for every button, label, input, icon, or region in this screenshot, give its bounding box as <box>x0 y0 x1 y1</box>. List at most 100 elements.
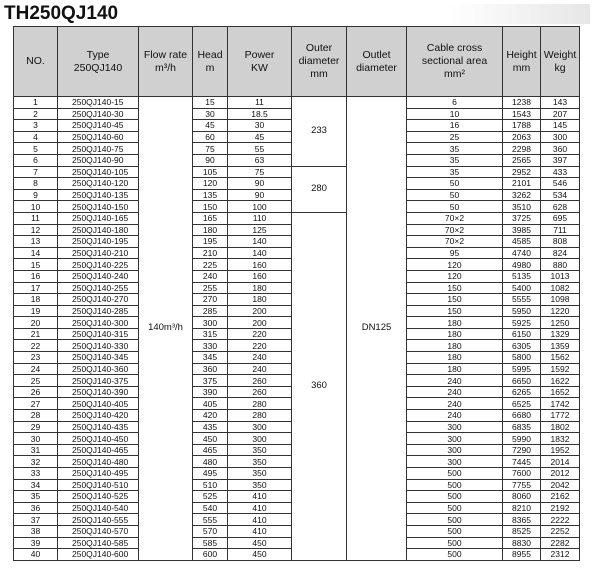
cell-power: 45 <box>227 130 292 144</box>
cell-head: 360 <box>192 362 228 376</box>
cell-height: 6305 <box>502 339 541 353</box>
cell-power: 30 <box>227 119 292 132</box>
cell-outer-diameter: 233 <box>291 96 347 167</box>
cell-weight: 2252 <box>540 524 580 538</box>
cell-head: 555 <box>192 513 228 526</box>
cell-type: 250QJ140-195 <box>57 235 139 248</box>
cell-weight: 433 <box>540 165 580 179</box>
cell-no: 19 <box>13 304 58 318</box>
table-row: 13 250QJ140-195 195 140 70×2 4585 808 <box>13 235 580 248</box>
cell-head: 60 <box>192 130 228 144</box>
table-row: 6 250QJ140-90 90 63 35 2565 397 <box>13 153 580 167</box>
table-row: 24 250QJ140-360 360 240 180 5995 1592 <box>13 362 580 376</box>
cell-height: 5950 <box>502 304 541 318</box>
cell-type: 250QJ140-120 <box>57 177 139 190</box>
cell-weight: 143 <box>540 96 580 109</box>
cell-no: 38 <box>13 524 58 538</box>
cell-head: 240 <box>192 269 228 283</box>
cell-flow-rate: 140m³/h <box>138 96 193 561</box>
cell-weight: 300 <box>540 130 580 144</box>
cell-cable: 300 <box>406 443 503 457</box>
cell-cable: 120 <box>406 258 503 271</box>
header-outlet-diameter: Outlet diameter <box>346 26 407 97</box>
cell-cable: 500 <box>406 501 503 515</box>
cell-head: 15 <box>192 96 228 109</box>
table-row: 38 250QJ140-570 570 410 500 8525 2252 <box>13 524 580 538</box>
cell-cable: 300 <box>406 420 503 434</box>
cell-no: 23 <box>13 351 58 364</box>
cell-cable: 180 <box>406 316 503 329</box>
cell-height: 5400 <box>502 281 541 295</box>
table-row: 32 250QJ140-480 480 350 300 7445 2014 <box>13 455 580 468</box>
cell-head: 435 <box>192 420 228 434</box>
cell-power: 160 <box>227 258 292 271</box>
cell-height: 5995 <box>502 362 541 376</box>
table-row: 14 250QJ140-210 210 140 95 4740 824 <box>13 246 580 260</box>
cell-power: 350 <box>227 467 292 480</box>
table-row: 30 250QJ140-450 450 300 300 5990 1832 <box>13 432 580 445</box>
cell-head: 105 <box>192 165 228 179</box>
cell-weight: 2222 <box>540 513 580 526</box>
cell-head: 135 <box>192 188 228 202</box>
cell-type: 250QJ140-465 <box>57 443 139 457</box>
cell-cable: 35 <box>406 153 503 167</box>
cell-height: 2101 <box>502 177 541 190</box>
cell-height: 6265 <box>502 385 541 399</box>
cell-head: 195 <box>192 235 228 248</box>
table-row: 20 250QJ140-300 300 200 180 5925 1250 <box>13 316 580 329</box>
cell-height: 6525 <box>502 397 541 411</box>
cell-weight: 1013 <box>540 269 580 283</box>
cell-no: 33 <box>13 467 58 480</box>
cell-type: 250QJ140-495 <box>57 467 139 480</box>
cell-type: 250QJ140-555 <box>57 513 139 526</box>
cell-power: 100 <box>227 200 292 213</box>
cell-cable: 35 <box>406 142 503 155</box>
table-row: 1 250QJ140-15 140m³/h 15 11 233 DN125 6 1238 143 <box>13 96 580 561</box>
cell-height: 2298 <box>502 142 541 155</box>
cell-cable: 150 <box>406 281 503 295</box>
cell-weight: 824 <box>540 246 580 260</box>
cell-head: 270 <box>192 293 228 306</box>
cell-cable: 240 <box>406 385 503 399</box>
table-row: 21 250QJ140-315 315 220 180 6150 1329 <box>13 327 580 341</box>
cell-cable: 300 <box>406 455 503 468</box>
cell-type: 250QJ140-60 <box>57 130 139 144</box>
cell-height: 5555 <box>502 293 541 306</box>
cell-type: 250QJ140-360 <box>57 362 139 376</box>
cell-power: 450 <box>227 536 292 550</box>
cell-type: 250QJ140-525 <box>57 490 139 503</box>
cell-weight: 2312 <box>540 548 580 561</box>
cell-weight: 1329 <box>540 327 580 341</box>
cell-cable: 500 <box>406 536 503 550</box>
cell-weight: 1772 <box>540 409 580 422</box>
header-type: Type 250QJ140 <box>57 26 139 97</box>
cell-no: 12 <box>13 223 58 237</box>
cell-head: 300 <box>192 316 228 329</box>
cell-type: 250QJ140-420 <box>57 409 139 422</box>
cell-head: 75 <box>192 142 228 155</box>
cell-no: 20 <box>13 316 58 329</box>
cell-type: 250QJ140-300 <box>57 316 139 329</box>
header-head: Head m <box>192 26 228 97</box>
cell-head: 225 <box>192 258 228 271</box>
cell-head: 375 <box>192 374 228 387</box>
cell-height: 2063 <box>502 130 541 144</box>
cell-no: 40 <box>13 548 58 561</box>
cell-head: 90 <box>192 153 228 167</box>
cell-height: 7755 <box>502 478 541 492</box>
cell-weight: 1082 <box>540 281 580 295</box>
cell-no: 34 <box>13 478 58 492</box>
cell-height: 6150 <box>502 327 541 341</box>
cell-no: 15 <box>13 258 58 271</box>
cell-power: 180 <box>227 281 292 295</box>
cell-no: 36 <box>13 501 58 515</box>
cell-type: 250QJ140-90 <box>57 153 139 167</box>
cell-type: 250QJ140-570 <box>57 524 139 538</box>
cell-height: 1788 <box>502 119 541 132</box>
cell-power: 410 <box>227 490 292 503</box>
cell-cable: 16 <box>406 119 503 132</box>
cell-cable: 70×2 <box>406 235 503 248</box>
cell-type: 250QJ140-585 <box>57 536 139 550</box>
header-height: Height mm <box>502 26 541 97</box>
cell-type: 250QJ140-105 <box>57 165 139 179</box>
